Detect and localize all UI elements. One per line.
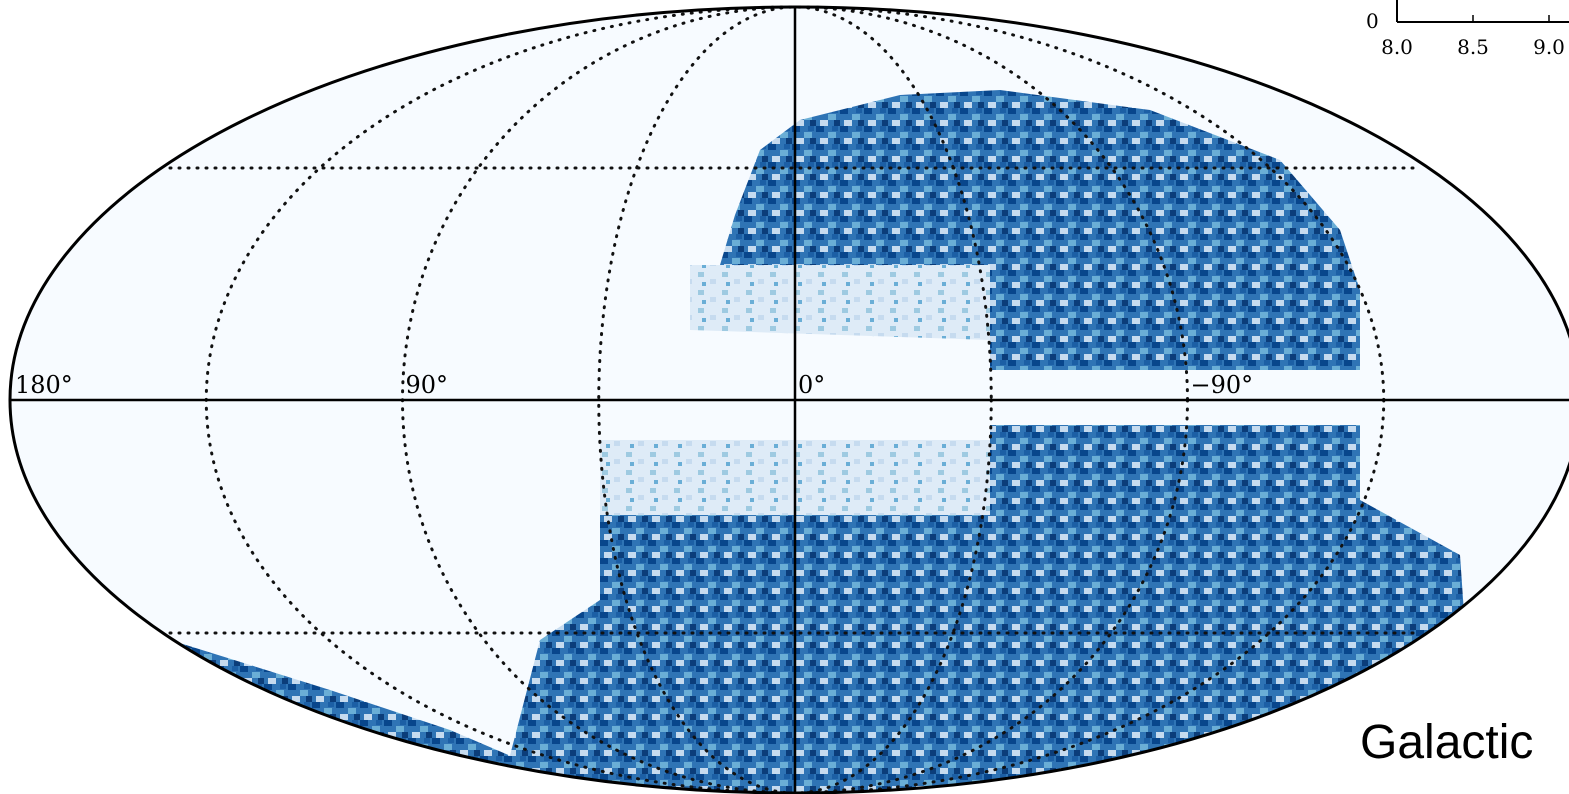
longitude-label: −90°	[1191, 371, 1254, 399]
sky-map: Galactic 180° 90° 0° −90° 08.0 8.5 9.0	[0, 0, 1569, 794]
longitude-label: 180°	[15, 371, 73, 399]
inset-x-tick-label: 8.5	[1457, 35, 1489, 59]
longitude-label: 0°	[798, 371, 825, 399]
longitude-label: 90°	[406, 371, 449, 399]
inset-x-tick-label: 8.0	[1381, 35, 1413, 59]
frame-label: Galactic	[1360, 716, 1533, 769]
page: Galactic 180°90°0°−90°08.08.59.0 (() => …	[0, 0, 1569, 794]
inset-x-tick-label: 9.0	[1533, 35, 1565, 59]
inset-y-tick-label: 0	[1366, 9, 1379, 33]
coverage-region	[690, 265, 990, 340]
inset-axes	[1397, 0, 1569, 22]
